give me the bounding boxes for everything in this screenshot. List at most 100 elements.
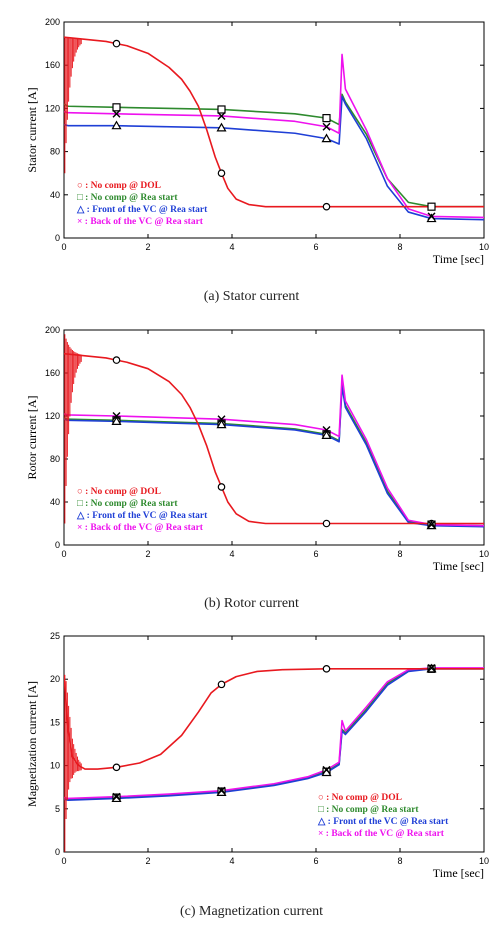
y-tick-label: 25 bbox=[50, 631, 60, 641]
marker-circle bbox=[322, 665, 331, 673]
x-tick-label: 0 bbox=[61, 856, 66, 866]
legend-entry: × : Back of the VC @ Rea start bbox=[318, 829, 445, 839]
x-tick-label: 0 bbox=[61, 549, 66, 559]
series-line bbox=[64, 95, 484, 221]
series-line bbox=[64, 668, 484, 770]
plot-frame bbox=[63, 635, 485, 853]
legend-entry: △ : Front of the VC @ Rea start bbox=[76, 205, 208, 215]
chart-panel-2: 0 40 80 120 160 200 0 2 4 6 8 10 Rotor current [A] Ti… bbox=[25, 325, 489, 573]
marker-x bbox=[322, 122, 331, 131]
marker-circle bbox=[322, 202, 331, 211]
y-tick-label: 120 bbox=[45, 411, 60, 421]
marker-x bbox=[427, 212, 436, 221]
y-axis-label: Stator current [A] bbox=[25, 87, 39, 172]
marker-circle bbox=[112, 356, 121, 364]
marker-triangle bbox=[111, 416, 122, 425]
legend-entry: □ : No comp @ Rea start bbox=[77, 499, 178, 509]
y-axis-label: Magnetization current [A] bbox=[25, 681, 39, 807]
chart-panel-1: 0 40 80 120 160 200 0 2 4 6 8 10 Stator current [A] T… bbox=[25, 17, 489, 266]
series-line bbox=[64, 668, 484, 801]
x-tick-label: 4 bbox=[229, 549, 234, 559]
plot-frame bbox=[63, 21, 485, 239]
marker-triangle bbox=[321, 430, 332, 439]
x-tick-label: 6 bbox=[313, 856, 318, 866]
chart-panel-3: 0 5 10 15 20 25 0 2 4 6 8 10 Magnetization current [… bbox=[25, 631, 489, 880]
marker-triangle bbox=[321, 133, 332, 143]
plot-area bbox=[64, 36, 484, 221]
legend-entry: ○ : No comp @ DOL bbox=[318, 793, 402, 803]
x-tick-label: 2 bbox=[145, 856, 150, 866]
caption-magnetization: (c) Magnetization current bbox=[179, 904, 324, 919]
marker-x bbox=[217, 786, 226, 795]
marker-x bbox=[322, 765, 331, 774]
y-tick-label: 160 bbox=[45, 60, 60, 70]
y-tick-label: 200 bbox=[45, 17, 60, 27]
legend-entry: △ : Front of the VC @ Rea start bbox=[317, 817, 449, 827]
y-tick-label: 40 bbox=[50, 190, 60, 200]
marker-x bbox=[427, 520, 436, 529]
x-axis-label: Time [sec] bbox=[433, 866, 484, 880]
caption-stator: (a) Stator current bbox=[203, 289, 300, 304]
marker-circle bbox=[112, 763, 121, 772]
marker-circle bbox=[322, 519, 331, 528]
y-tick-label: 160 bbox=[45, 368, 60, 378]
x-axis-label: Time [sec] bbox=[433, 252, 484, 266]
marker-circle bbox=[217, 680, 226, 689]
series-line bbox=[64, 374, 484, 527]
series-line bbox=[64, 352, 484, 525]
y-tick-label: 120 bbox=[45, 103, 60, 113]
y-tick-label: 80 bbox=[50, 454, 60, 464]
y-tick-label: 0 bbox=[55, 847, 60, 857]
y-tick-label: 20 bbox=[50, 674, 60, 684]
marker-x bbox=[112, 412, 121, 420]
x-tick-label: 2 bbox=[145, 242, 150, 252]
marker-x bbox=[322, 425, 331, 434]
marker-triangle bbox=[111, 120, 122, 130]
plot-frame bbox=[63, 329, 485, 546]
x-tick-label: 8 bbox=[397, 549, 402, 559]
marker-triangle bbox=[216, 419, 227, 429]
plot-area bbox=[64, 667, 484, 852]
x-tick-label: 2 bbox=[145, 549, 150, 559]
marker-triangle bbox=[216, 122, 227, 132]
series-line bbox=[64, 53, 484, 219]
legend-entry: □ : No comp @ Rea start bbox=[77, 193, 178, 203]
x-tick-label: 8 bbox=[397, 856, 402, 866]
x-tick-label: 8 bbox=[397, 242, 402, 252]
marker-square bbox=[112, 103, 121, 112]
y-tick-label: 5 bbox=[55, 804, 60, 814]
series-line bbox=[64, 668, 484, 801]
x-tick-label: 0 bbox=[61, 242, 66, 252]
marker-x bbox=[112, 109, 121, 118]
x-tick-label: 10 bbox=[479, 856, 489, 866]
x-tick-label: 10 bbox=[479, 549, 489, 559]
x-tick-label: 10 bbox=[479, 242, 489, 252]
legend-entry: ○ : No comp @ DOL bbox=[77, 487, 161, 497]
caption-rotor: (b) Rotor current bbox=[204, 596, 299, 611]
x-tick-label: 6 bbox=[313, 242, 318, 252]
y-axis-label: Rotor current [A] bbox=[25, 396, 39, 480]
marker-circle bbox=[217, 169, 226, 178]
legend-entry: × : Back of the VC @ Rea start bbox=[77, 523, 204, 533]
marker-x bbox=[427, 663, 436, 672]
marker-square bbox=[322, 114, 331, 123]
x-tick-label: 4 bbox=[229, 242, 234, 252]
y-tick-label: 40 bbox=[50, 497, 60, 507]
marker-x bbox=[217, 111, 226, 120]
marker-x bbox=[112, 792, 121, 801]
y-tick-label: 80 bbox=[50, 147, 60, 157]
marker-square bbox=[217, 105, 226, 114]
y-tick-label: 0 bbox=[55, 540, 60, 550]
marker-square bbox=[427, 202, 436, 211]
y-tick-label: 10 bbox=[50, 761, 60, 771]
legend-entry: □ : No comp @ Rea start bbox=[318, 805, 419, 815]
marker-circle bbox=[217, 483, 226, 491]
y-tick-label: 200 bbox=[45, 325, 60, 335]
marker-x bbox=[217, 415, 226, 424]
y-tick-label: 0 bbox=[55, 233, 60, 243]
y-tick-label: 15 bbox=[50, 717, 60, 727]
x-tick-label: 6 bbox=[313, 549, 318, 559]
x-axis-label: Time [sec] bbox=[433, 559, 484, 573]
legend-entry: ○ : No comp @ DOL bbox=[77, 181, 161, 191]
